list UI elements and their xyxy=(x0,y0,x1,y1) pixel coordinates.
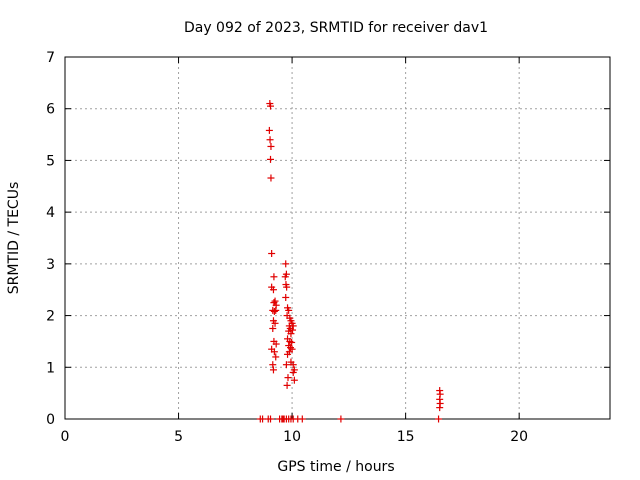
data-point xyxy=(287,330,295,338)
y-tick-label: 1 xyxy=(46,360,55,376)
data-point xyxy=(269,325,277,332)
x-tick-label: 10 xyxy=(283,429,301,445)
chart-title: Day 092 of 2023, SRMTID for receiver dav… xyxy=(184,20,488,36)
data-point xyxy=(288,338,296,346)
data-point xyxy=(436,404,444,412)
data-point xyxy=(284,374,292,382)
data-point xyxy=(282,293,290,301)
data-point xyxy=(285,306,293,314)
data-point xyxy=(289,361,297,369)
y-tick-label: 3 xyxy=(46,257,55,273)
data-point xyxy=(282,361,290,369)
data-point xyxy=(281,273,289,281)
data-point xyxy=(266,136,274,144)
data-point xyxy=(337,415,345,423)
data-point xyxy=(272,340,280,348)
data-point xyxy=(265,126,273,134)
data-point xyxy=(267,155,275,163)
y-tick-label: 7 xyxy=(46,50,55,66)
data-point xyxy=(270,348,278,356)
y-tick-label: 0 xyxy=(46,412,55,428)
x-tick-label: 15 xyxy=(397,429,415,445)
x-axis-label: GPS time / hours xyxy=(277,459,394,475)
data-point xyxy=(283,381,291,389)
x-tick-label: 20 xyxy=(510,429,528,445)
plot-frame xyxy=(64,56,611,420)
data-point xyxy=(290,376,298,384)
data-point xyxy=(270,273,278,281)
data-point xyxy=(284,350,292,358)
data-point xyxy=(267,142,275,150)
data-point xyxy=(269,361,277,369)
data-point xyxy=(435,415,443,423)
data-point xyxy=(270,307,278,315)
data-point xyxy=(271,297,279,305)
y-tick-label: 4 xyxy=(46,205,55,221)
data-point xyxy=(298,415,306,423)
x-tick-label: 5 xyxy=(174,429,183,445)
data-point xyxy=(283,283,291,291)
data-point xyxy=(269,286,277,294)
y-tick-label: 6 xyxy=(46,102,55,118)
grid xyxy=(65,57,610,419)
axis-ticks: 0 5 10 15 20 0 1 2 3 4 5 6 7 xyxy=(46,50,610,445)
data-point xyxy=(267,415,275,423)
data-point xyxy=(269,366,277,374)
data-point xyxy=(272,306,280,314)
data-point xyxy=(289,368,297,376)
data-point xyxy=(271,319,279,327)
data-point xyxy=(286,344,294,352)
y-tick-label: 5 xyxy=(46,153,55,169)
data-point xyxy=(289,326,297,334)
data-point xyxy=(282,260,290,268)
data-point xyxy=(267,174,275,182)
data-points xyxy=(256,100,444,423)
x-tick-label: 0 xyxy=(61,429,70,445)
data-point xyxy=(272,353,280,361)
data-point xyxy=(268,250,276,258)
y-tick-label: 2 xyxy=(46,309,55,325)
data-point xyxy=(267,102,275,110)
y-axis-label: SRMTID / TECUs xyxy=(6,182,22,295)
